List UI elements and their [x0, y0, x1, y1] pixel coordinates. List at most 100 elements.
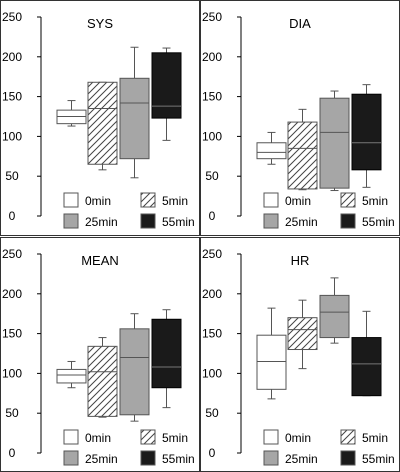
box-5min: [87, 81, 118, 171]
legend-swatch-0min: [63, 429, 79, 445]
panel-dia: 0 50 100 150 200 250 DIA 0min 5min 25min 55min: [200, 0, 400, 236]
y-tick-label: 50: [5, 406, 19, 420]
box-0min: [56, 100, 87, 127]
legend-swatch-5min: [340, 192, 356, 208]
box-25min: [319, 90, 350, 192]
legend: 0min 5min 25min 55min: [263, 429, 395, 466]
box-body: [151, 52, 182, 119]
y-tick-label: 0: [209, 209, 216, 223]
legend-swatch-5min: [140, 192, 156, 208]
y-tick-label: 200: [202, 50, 222, 64]
legend-swatch-55min: [140, 450, 156, 466]
y-tick-label: 150: [2, 327, 22, 341]
box-0min: [256, 131, 287, 165]
legend-label: 0min: [285, 431, 311, 445]
legend-label: 0min: [85, 194, 111, 208]
y-tick-label: 150: [2, 90, 22, 104]
box-body: [151, 318, 182, 389]
y-tick-label: 0: [209, 446, 216, 460]
legend-swatch-5min: [140, 429, 156, 445]
y-tick-label: 150: [202, 90, 222, 104]
y-tick-label: 250: [2, 247, 22, 261]
y-tick-label: 50: [5, 169, 19, 183]
box-55min: [151, 47, 182, 141]
legend-swatch-25min: [263, 450, 279, 466]
panel-title: HR: [291, 253, 310, 268]
legend: 0min 5min 25min 55min: [63, 429, 195, 466]
box-body: [351, 93, 382, 171]
box-body: [256, 334, 287, 390]
box-body: [256, 142, 287, 160]
panel-sys: 0 50 100 150 200 250 SYS 0min 5min 25min 55min: [0, 0, 200, 236]
y-tick-label: 100: [2, 366, 22, 380]
y-tick-label: 200: [202, 287, 222, 301]
y-tick-label: 250: [2, 10, 22, 24]
y-tick-label: 200: [2, 50, 22, 64]
box-5min: [287, 108, 318, 191]
box-5min: [87, 337, 118, 418]
y-tick-label: 150: [202, 327, 222, 341]
panel-hr: 0 50 100 150 200 250 HR 0min 5min 25min 55min: [200, 237, 400, 472]
box-5min: [287, 299, 318, 370]
panel-title: SYS: [87, 16, 113, 31]
legend-swatch-25min: [263, 213, 279, 229]
box-body: [56, 368, 87, 384]
y-tick-label: 0: [9, 446, 16, 460]
box-body: [87, 81, 118, 165]
y-tick-label: 100: [2, 129, 22, 143]
legend-swatch-25min: [63, 450, 79, 466]
panel-mean: 0 50 100 150 200 250 MEAN 0min 5min 25min 55min: [0, 237, 200, 472]
y-tick-label: 0: [9, 209, 16, 223]
box-body: [119, 77, 150, 160]
y-tick-label: 250: [202, 247, 222, 261]
legend-swatch-0min: [63, 192, 79, 208]
y-tick-label: 250: [202, 10, 222, 24]
box-25min: [119, 313, 150, 422]
box-25min: [319, 277, 350, 344]
legend-label: 55min: [162, 452, 195, 466]
legend-swatch-55min: [340, 213, 356, 229]
legend-swatch-55min: [340, 450, 356, 466]
y-tick-label: 200: [2, 287, 22, 301]
legend-label: 55min: [162, 215, 195, 229]
legend-swatch-5min: [340, 429, 356, 445]
y-tick-label: 100: [202, 366, 222, 380]
legend-label: 55min: [362, 215, 395, 229]
box-body: [319, 97, 350, 189]
legend-label: 5min: [362, 194, 388, 208]
legend-label: 5min: [162, 431, 188, 445]
legend-swatch-0min: [263, 192, 279, 208]
box-0min: [256, 307, 287, 400]
box-55min: [351, 84, 382, 188]
legend-label: 25min: [285, 215, 318, 229]
box-body: [287, 317, 318, 351]
legend-swatch-25min: [63, 213, 79, 229]
box-55min: [151, 309, 182, 409]
legend-label: 55min: [362, 452, 395, 466]
y-tick-label: 100: [202, 129, 222, 143]
legend-label: 25min: [85, 452, 118, 466]
box-body: [287, 121, 318, 190]
legend: 0min 5min 25min 55min: [263, 192, 395, 229]
box-0min: [56, 360, 87, 389]
legend-label: 25min: [85, 215, 118, 229]
y-tick-label: 50: [205, 406, 219, 420]
panel-title: DIA: [289, 16, 311, 31]
legend-label: 0min: [85, 431, 111, 445]
legend-label: 5min: [162, 194, 188, 208]
legend: 0min 5min 25min 55min: [63, 192, 195, 229]
box-body: [351, 337, 382, 397]
y-tick-label: 50: [205, 169, 219, 183]
panel-border: [0, 0, 200, 236]
legend-label: 0min: [285, 194, 311, 208]
panel-title: MEAN: [81, 253, 119, 268]
legend-label: 5min: [362, 431, 388, 445]
box-body: [87, 345, 118, 417]
legend-label: 25min: [285, 452, 318, 466]
box-55min: [351, 310, 382, 397]
legend-swatch-55min: [140, 213, 156, 229]
box-body: [119, 328, 150, 416]
box-25min: [119, 46, 150, 179]
box-body: [319, 294, 350, 339]
